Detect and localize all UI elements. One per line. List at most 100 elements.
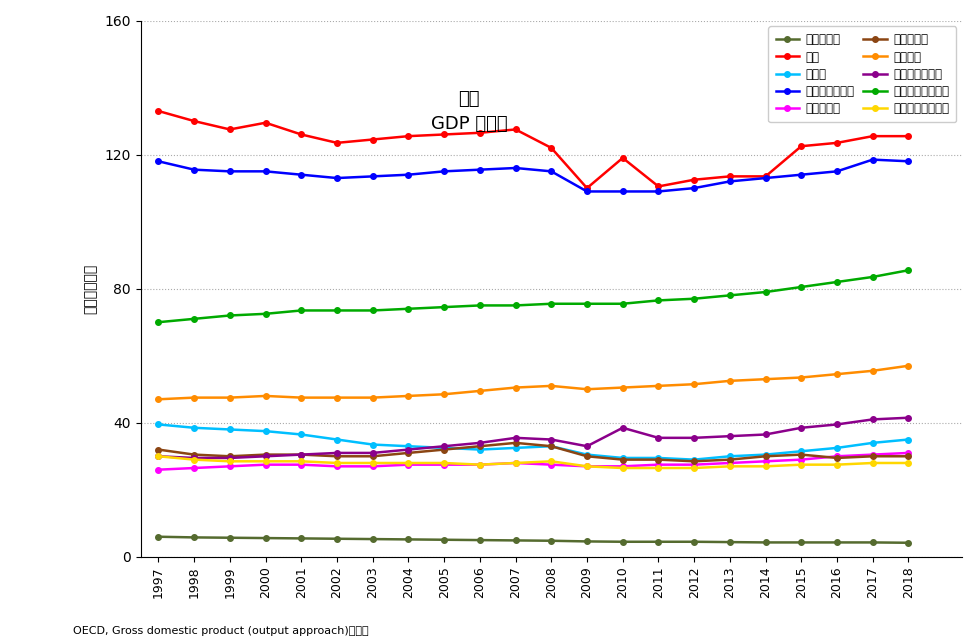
- その他サービス業: [831, 461, 843, 468]
- 農林水産業: [688, 538, 700, 546]
- 専門サービス業: [366, 449, 378, 457]
- 建設業: [260, 427, 272, 435]
- 金融保険業: [867, 452, 878, 460]
- 公務・教育・保健: [688, 295, 700, 302]
- 建設業: [653, 454, 664, 462]
- その他サービス業: [545, 458, 557, 465]
- 不動産業: [545, 382, 557, 390]
- 建設業: [903, 436, 914, 443]
- 情報通信業: [545, 461, 557, 468]
- 公務・教育・保健: [366, 307, 378, 314]
- その他サービス業: [510, 459, 522, 467]
- 不動産業: [867, 367, 878, 374]
- 工業: [510, 126, 522, 134]
- 不動産業: [653, 382, 664, 390]
- 一般サービス業: [545, 167, 557, 175]
- 建設業: [867, 439, 878, 447]
- 公務・教育・保健: [616, 300, 628, 307]
- 一般サービス業: [688, 184, 700, 192]
- その他サービス業: [260, 458, 272, 465]
- 公務・教育・保健: [545, 300, 557, 307]
- 専門サービス業: [688, 434, 700, 442]
- その他サービス業: [616, 464, 628, 472]
- Line: 工業: 工業: [155, 108, 912, 191]
- その他サービス業: [653, 464, 664, 472]
- 不動産業: [474, 387, 486, 395]
- 金融保険業: [152, 446, 164, 454]
- 公務・教育・保健: [152, 318, 164, 326]
- 工業: [439, 130, 450, 138]
- 工業: [331, 139, 343, 147]
- 農林水産業: [189, 534, 200, 541]
- 公務・教育・保健: [724, 291, 736, 299]
- Line: 一般サービス業: 一般サービス業: [155, 157, 912, 194]
- 農林水産業: [474, 536, 486, 544]
- Line: その他サービス業: その他サービス業: [155, 454, 912, 471]
- 一般サービス業: [724, 178, 736, 185]
- 農林水産業: [760, 539, 772, 546]
- 一般サービス業: [760, 174, 772, 182]
- 一般サービス業: [403, 171, 414, 178]
- 不動産業: [688, 380, 700, 388]
- 不動産業: [581, 385, 593, 393]
- 情報通信業: [224, 463, 235, 470]
- 金融保険業: [688, 458, 700, 465]
- 建設業: [474, 446, 486, 454]
- 情報通信業: [366, 463, 378, 470]
- Line: 不動産業: 不動産業: [155, 363, 912, 402]
- 一般サービス業: [581, 188, 593, 196]
- 不動産業: [366, 394, 378, 401]
- 金融保険業: [616, 456, 628, 463]
- 専門サービス業: [474, 439, 486, 447]
- 一般サービス業: [795, 171, 807, 178]
- 公務・教育・保健: [653, 296, 664, 304]
- 専門サービス業: [260, 452, 272, 460]
- 農林水産業: [903, 539, 914, 546]
- Line: 農林水産業: 農林水産業: [155, 534, 912, 546]
- 情報通信業: [760, 458, 772, 465]
- Text: 日本
GDP 生産面: 日本 GDP 生産面: [431, 90, 507, 133]
- 建設業: [152, 420, 164, 428]
- 建設業: [366, 441, 378, 449]
- Line: 情報通信業: 情報通信業: [155, 450, 912, 472]
- 専門サービス業: [831, 420, 843, 428]
- 工業: [224, 126, 235, 134]
- 工業: [366, 135, 378, 143]
- その他サービス業: [867, 459, 878, 467]
- 情報通信業: [795, 456, 807, 463]
- 工業: [581, 184, 593, 192]
- 専門サービス業: [403, 446, 414, 454]
- 金融保険業: [224, 452, 235, 460]
- 公務・教育・保健: [403, 305, 414, 312]
- 情報通信業: [653, 461, 664, 468]
- 専門サービス業: [724, 433, 736, 440]
- 金融保険業: [439, 446, 450, 454]
- 不動産業: [331, 394, 343, 401]
- 公務・教育・保健: [581, 300, 593, 307]
- 不動産業: [903, 362, 914, 369]
- 不動産業: [724, 377, 736, 385]
- 建設業: [189, 424, 200, 431]
- 不動産業: [510, 384, 522, 392]
- 専門サービス業: [439, 442, 450, 450]
- その他サービス業: [189, 456, 200, 463]
- 情報通信業: [510, 459, 522, 467]
- 建設業: [581, 450, 593, 458]
- 情報通信業: [474, 461, 486, 468]
- 農林水産業: [224, 534, 235, 542]
- 公務・教育・保健: [260, 310, 272, 318]
- Line: 金融保険業: 金融保険業: [155, 440, 912, 464]
- 専門サービス業: [581, 442, 593, 450]
- 建設業: [403, 442, 414, 450]
- 農林水産業: [260, 534, 272, 542]
- その他サービス業: [403, 459, 414, 467]
- 農林水産業: [510, 537, 522, 544]
- その他サービス業: [224, 458, 235, 465]
- 工業: [545, 144, 557, 151]
- 情報通信業: [260, 461, 272, 468]
- 農林水産業: [724, 538, 736, 546]
- Line: 公務・教育・保健: 公務・教育・保健: [155, 268, 912, 325]
- 情報通信業: [831, 452, 843, 460]
- 不動産業: [760, 375, 772, 383]
- 金融保険業: [831, 454, 843, 462]
